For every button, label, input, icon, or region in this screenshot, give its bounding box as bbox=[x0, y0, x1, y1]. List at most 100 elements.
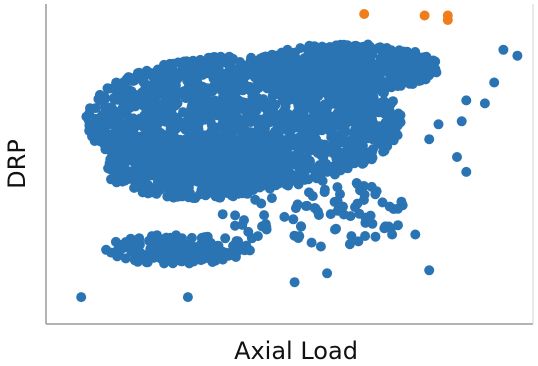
data-point bbox=[349, 131, 360, 141]
data-point bbox=[351, 178, 362, 188]
data-point bbox=[367, 152, 378, 163]
data-point bbox=[164, 244, 174, 255]
data-point bbox=[366, 82, 377, 93]
data-point bbox=[355, 66, 366, 77]
data-point bbox=[351, 94, 362, 105]
data-point bbox=[289, 230, 300, 241]
data-point bbox=[331, 223, 341, 234]
data-point bbox=[258, 94, 269, 105]
data-point bbox=[325, 111, 336, 122]
scatter-points bbox=[76, 9, 523, 303]
data-point bbox=[166, 139, 177, 150]
data-point bbox=[282, 44, 293, 55]
data-point bbox=[234, 185, 245, 196]
data-point bbox=[156, 180, 167, 191]
data-point bbox=[330, 75, 341, 86]
data-point bbox=[433, 119, 444, 130]
data-point bbox=[354, 147, 365, 158]
data-point bbox=[262, 104, 273, 115]
data-point bbox=[267, 147, 278, 158]
data-point bbox=[414, 75, 425, 86]
data-point bbox=[149, 139, 160, 150]
data-point bbox=[328, 67, 339, 78]
data-point bbox=[217, 209, 228, 220]
data-point bbox=[306, 237, 317, 248]
data-point bbox=[334, 103, 345, 113]
data-point bbox=[231, 111, 242, 122]
data-point bbox=[288, 151, 299, 161]
data-point bbox=[181, 171, 192, 181]
data-point bbox=[290, 121, 301, 132]
data-point bbox=[154, 234, 165, 245]
data-point bbox=[158, 162, 169, 173]
data-point bbox=[223, 105, 234, 116]
data-point bbox=[284, 74, 295, 85]
data-point bbox=[292, 199, 303, 210]
data-point bbox=[400, 58, 411, 69]
data-point bbox=[461, 166, 472, 177]
data-point bbox=[277, 93, 288, 104]
x-axis-title: Axial Load bbox=[234, 337, 358, 365]
data-point bbox=[83, 115, 94, 125]
data-point bbox=[416, 52, 427, 63]
data-point bbox=[410, 229, 421, 240]
data-point bbox=[111, 113, 122, 124]
data-point bbox=[374, 60, 385, 71]
data-point bbox=[336, 137, 347, 148]
data-point bbox=[200, 144, 211, 155]
data-point bbox=[196, 255, 206, 266]
data-point bbox=[360, 231, 371, 241]
data-point bbox=[419, 67, 430, 78]
data-point bbox=[315, 74, 326, 85]
data-point bbox=[102, 83, 113, 94]
data-point bbox=[338, 47, 349, 58]
data-point bbox=[343, 93, 354, 104]
data-point bbox=[182, 292, 193, 303]
data-point bbox=[180, 183, 191, 193]
data-point bbox=[245, 117, 256, 128]
data-point bbox=[456, 116, 467, 127]
data-point bbox=[350, 202, 360, 213]
data-point bbox=[237, 168, 248, 179]
data-point bbox=[338, 209, 349, 220]
data-point bbox=[258, 53, 269, 64]
data-point bbox=[404, 78, 415, 89]
data-point bbox=[292, 142, 303, 153]
data-point bbox=[218, 162, 229, 173]
data-point bbox=[303, 71, 313, 82]
data-point bbox=[339, 39, 349, 50]
data-point bbox=[366, 57, 377, 68]
data-point bbox=[315, 83, 326, 94]
data-point bbox=[180, 252, 191, 263]
data-point bbox=[137, 165, 148, 175]
data-point bbox=[258, 119, 269, 130]
data-point bbox=[209, 160, 220, 171]
data-point bbox=[309, 203, 320, 213]
data-point bbox=[196, 232, 207, 243]
data-point bbox=[319, 184, 330, 195]
data-point bbox=[279, 211, 290, 222]
data-point bbox=[126, 244, 137, 255]
data-point bbox=[319, 139, 330, 150]
data-point bbox=[360, 217, 371, 228]
data-point bbox=[151, 187, 161, 198]
data-point bbox=[393, 220, 403, 231]
plot-frame bbox=[45, 4, 534, 325]
data-point bbox=[322, 268, 333, 279]
data-point bbox=[168, 58, 179, 69]
data-point bbox=[324, 121, 335, 132]
data-point bbox=[377, 197, 388, 208]
data-point bbox=[132, 120, 143, 131]
data-point bbox=[141, 257, 152, 268]
data-point bbox=[137, 100, 148, 110]
data-point bbox=[231, 67, 242, 78]
data-point bbox=[76, 292, 87, 303]
data-point bbox=[362, 116, 373, 127]
data-point bbox=[296, 221, 306, 232]
data-point bbox=[246, 233, 257, 244]
data-point bbox=[259, 210, 270, 221]
data-point bbox=[479, 98, 490, 109]
data-point bbox=[124, 118, 135, 129]
data-point bbox=[247, 96, 258, 107]
data-point bbox=[91, 130, 102, 141]
